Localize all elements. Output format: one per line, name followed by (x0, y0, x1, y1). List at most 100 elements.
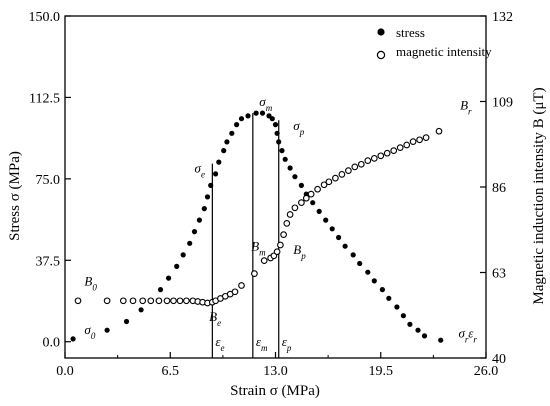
annotation-σe: σe (195, 160, 205, 179)
stress-point (336, 234, 342, 241)
y-left-tick-label: 0.0 (43, 336, 61, 351)
stress-point (221, 148, 227, 154)
stress-point (213, 171, 219, 177)
stress-point (70, 336, 76, 342)
y-left-tick-label: 112.5 (29, 91, 60, 106)
y-right-tick-label: 109 (492, 96, 513, 111)
magnetic-point (314, 185, 321, 193)
axis-ticks: 0.0 6.5 13.0 19.5 26.0 0.0 37.5 75.0 112.5 150.0 4… (29, 10, 514, 379)
stress-point (272, 122, 279, 128)
stress-point (157, 287, 164, 293)
stress-point (104, 327, 110, 333)
y-left-tick-label: 75.0 (36, 173, 61, 188)
stress-point (138, 307, 144, 313)
stress-point (201, 206, 207, 212)
magnetic-point (260, 257, 268, 264)
stress-point (365, 269, 371, 275)
annotation-subscript: m (259, 248, 266, 258)
stress-point (400, 313, 406, 319)
magnetic-point (435, 127, 443, 135)
magnetic-point (251, 270, 258, 277)
y-left-tick-label: 37.5 (36, 254, 61, 269)
magnetic-point (231, 288, 239, 296)
stress-point (292, 174, 298, 180)
annotation-subscript: p (300, 251, 306, 261)
vertical-marker-lines (211, 113, 280, 358)
y-right-tick-label: 86 (492, 181, 506, 196)
stress-point (259, 110, 266, 116)
annotation-σr: σr (458, 325, 468, 344)
stress-point (379, 287, 385, 293)
stress-point (234, 122, 240, 128)
stress-point (394, 304, 400, 310)
y-right-tick-label: 63 (492, 267, 506, 282)
stress-point (282, 156, 288, 162)
annotation-B0: B0 (84, 273, 97, 292)
magnetic-point (74, 297, 82, 305)
stress-point (253, 110, 259, 116)
legend-marker-stress (377, 28, 385, 36)
stress-point (287, 165, 293, 171)
stress-point (224, 139, 230, 145)
annotation-σp: σp (293, 118, 304, 137)
stress-point (329, 226, 335, 232)
stress-point (421, 333, 428, 339)
stress-point (323, 217, 329, 223)
y-axis-title-left: Stress σ (MPa) (7, 151, 23, 241)
stress-point (316, 208, 322, 214)
stress-point (238, 116, 245, 122)
stress-point (298, 182, 304, 188)
marker-label-subscript: p (286, 343, 292, 353)
stress-point (245, 113, 251, 119)
magnetic-point (351, 163, 359, 171)
legend: stress magnetic intensity (376, 25, 492, 60)
stress-point (191, 229, 198, 235)
magnetic-point (383, 149, 391, 157)
magnetic-point (277, 241, 284, 249)
magnetic-point (176, 297, 184, 305)
series-magnetic-intensity (74, 127, 443, 307)
magnetic-point (139, 297, 147, 305)
annotation-Be: Be (209, 309, 221, 328)
magnetic-point (286, 211, 294, 218)
marker-label-subscript: e (220, 343, 224, 353)
annotation-subscript: r (468, 106, 472, 116)
annotations: εe εm εp σ0 B0 Be σe σm σp Bm Bp Br σr εr (84, 94, 477, 353)
annotation-subscript: e (201, 169, 205, 179)
stress-point (350, 252, 356, 258)
magnetic-point (370, 155, 378, 162)
stress-point (123, 318, 130, 325)
stress-point (187, 240, 193, 246)
magnetic-point (238, 282, 245, 289)
stress-point (407, 321, 413, 327)
marker-label-p: εp (282, 334, 292, 353)
stress-point (415, 327, 421, 333)
magnetic-point (390, 147, 398, 154)
stress-point (229, 130, 235, 136)
stress-point (196, 217, 202, 223)
magnetic-point (129, 297, 137, 305)
magnetic-point (320, 181, 328, 189)
magnetic-point (396, 144, 404, 151)
magnetic-point (283, 220, 291, 227)
stress-point (276, 139, 282, 145)
stress-point (166, 275, 172, 281)
annotation-subscript: p (299, 127, 305, 137)
magnetic-point (357, 160, 365, 168)
magnetic-point (403, 141, 411, 149)
magnetic-point (103, 297, 111, 305)
stress-point (216, 159, 222, 165)
magnetic-point (345, 167, 352, 174)
stress-point (438, 337, 444, 343)
annotation-subscript: m (266, 103, 273, 113)
annotation-σm: σm (259, 94, 272, 113)
annotation-subscript: r (473, 334, 477, 344)
magnetic-point (307, 190, 315, 198)
magnetic-point (155, 297, 163, 305)
stress-point (204, 194, 211, 200)
x-tick-label: 0.0 (56, 364, 74, 379)
stress-point (357, 260, 363, 267)
stress-point (310, 200, 316, 206)
magnetic-point (163, 297, 171, 305)
